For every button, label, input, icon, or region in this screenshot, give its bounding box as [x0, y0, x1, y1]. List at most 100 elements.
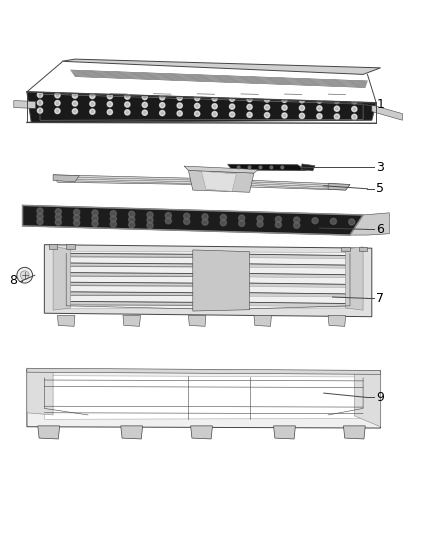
Polygon shape — [372, 105, 403, 120]
Text: 1: 1 — [376, 99, 384, 111]
Circle shape — [165, 217, 171, 224]
Circle shape — [317, 98, 322, 103]
Circle shape — [110, 216, 117, 222]
Circle shape — [282, 113, 287, 118]
Circle shape — [282, 97, 287, 102]
Text: 6: 6 — [376, 223, 384, 236]
Circle shape — [159, 110, 165, 116]
Circle shape — [55, 208, 61, 215]
Circle shape — [247, 96, 252, 102]
Circle shape — [212, 111, 217, 117]
Circle shape — [265, 104, 270, 110]
Polygon shape — [250, 302, 354, 306]
Text: 7: 7 — [376, 292, 384, 305]
Polygon shape — [346, 247, 363, 310]
Circle shape — [90, 93, 95, 99]
Polygon shape — [68, 253, 193, 257]
Circle shape — [237, 166, 240, 169]
Circle shape — [55, 214, 61, 220]
Circle shape — [349, 219, 355, 225]
Polygon shape — [343, 426, 365, 439]
Circle shape — [194, 103, 200, 109]
Polygon shape — [184, 166, 258, 173]
Polygon shape — [62, 251, 354, 309]
Circle shape — [276, 222, 282, 228]
Circle shape — [239, 220, 245, 227]
Polygon shape — [27, 369, 381, 428]
Circle shape — [299, 106, 304, 111]
Circle shape — [129, 216, 135, 223]
Polygon shape — [188, 171, 254, 192]
Polygon shape — [354, 370, 381, 427]
Circle shape — [202, 219, 208, 225]
Circle shape — [293, 222, 300, 228]
Polygon shape — [250, 264, 354, 268]
Circle shape — [17, 268, 32, 283]
Circle shape — [317, 114, 322, 119]
Circle shape — [125, 94, 130, 99]
Polygon shape — [250, 283, 354, 287]
Polygon shape — [228, 164, 306, 171]
Circle shape — [107, 102, 113, 107]
Polygon shape — [191, 426, 212, 439]
Polygon shape — [123, 316, 141, 326]
Polygon shape — [301, 164, 315, 171]
Circle shape — [247, 112, 252, 117]
Circle shape — [177, 95, 182, 100]
Circle shape — [257, 221, 263, 227]
Circle shape — [239, 215, 245, 221]
Circle shape — [92, 215, 98, 221]
Polygon shape — [68, 263, 193, 266]
Circle shape — [299, 98, 304, 103]
Polygon shape — [201, 171, 237, 191]
Circle shape — [142, 94, 148, 100]
Circle shape — [212, 103, 217, 109]
Polygon shape — [250, 273, 354, 278]
Circle shape — [230, 104, 235, 109]
Circle shape — [55, 219, 61, 225]
Circle shape — [107, 109, 113, 115]
Polygon shape — [68, 292, 193, 295]
Circle shape — [281, 166, 284, 169]
Circle shape — [312, 217, 318, 224]
Circle shape — [129, 211, 135, 217]
Circle shape — [352, 114, 357, 119]
Polygon shape — [350, 213, 389, 235]
Polygon shape — [68, 272, 193, 276]
Circle shape — [230, 96, 235, 101]
Polygon shape — [121, 426, 143, 439]
Circle shape — [352, 107, 357, 112]
Circle shape — [212, 96, 217, 101]
Polygon shape — [14, 101, 35, 108]
Circle shape — [37, 100, 42, 106]
Circle shape — [184, 213, 190, 219]
Polygon shape — [245, 180, 350, 190]
Polygon shape — [250, 293, 354, 297]
Circle shape — [194, 95, 200, 101]
Circle shape — [55, 93, 60, 98]
Circle shape — [110, 221, 117, 227]
Circle shape — [257, 216, 263, 222]
Circle shape — [147, 217, 153, 223]
Polygon shape — [66, 244, 75, 249]
Polygon shape — [57, 316, 75, 326]
Circle shape — [247, 104, 252, 110]
Circle shape — [74, 209, 80, 215]
Text: 3: 3 — [376, 161, 384, 174]
Circle shape — [125, 110, 130, 115]
Circle shape — [55, 101, 60, 106]
Circle shape — [259, 166, 262, 169]
Polygon shape — [44, 245, 372, 317]
Circle shape — [165, 213, 171, 219]
Circle shape — [293, 217, 300, 223]
Circle shape — [299, 113, 304, 118]
Polygon shape — [49, 244, 57, 249]
Circle shape — [110, 211, 117, 217]
Circle shape — [352, 99, 357, 104]
Polygon shape — [27, 368, 381, 374]
Polygon shape — [328, 316, 346, 326]
Text: 8: 8 — [9, 274, 17, 287]
Circle shape — [330, 219, 336, 224]
Circle shape — [248, 166, 251, 169]
Circle shape — [334, 114, 339, 119]
